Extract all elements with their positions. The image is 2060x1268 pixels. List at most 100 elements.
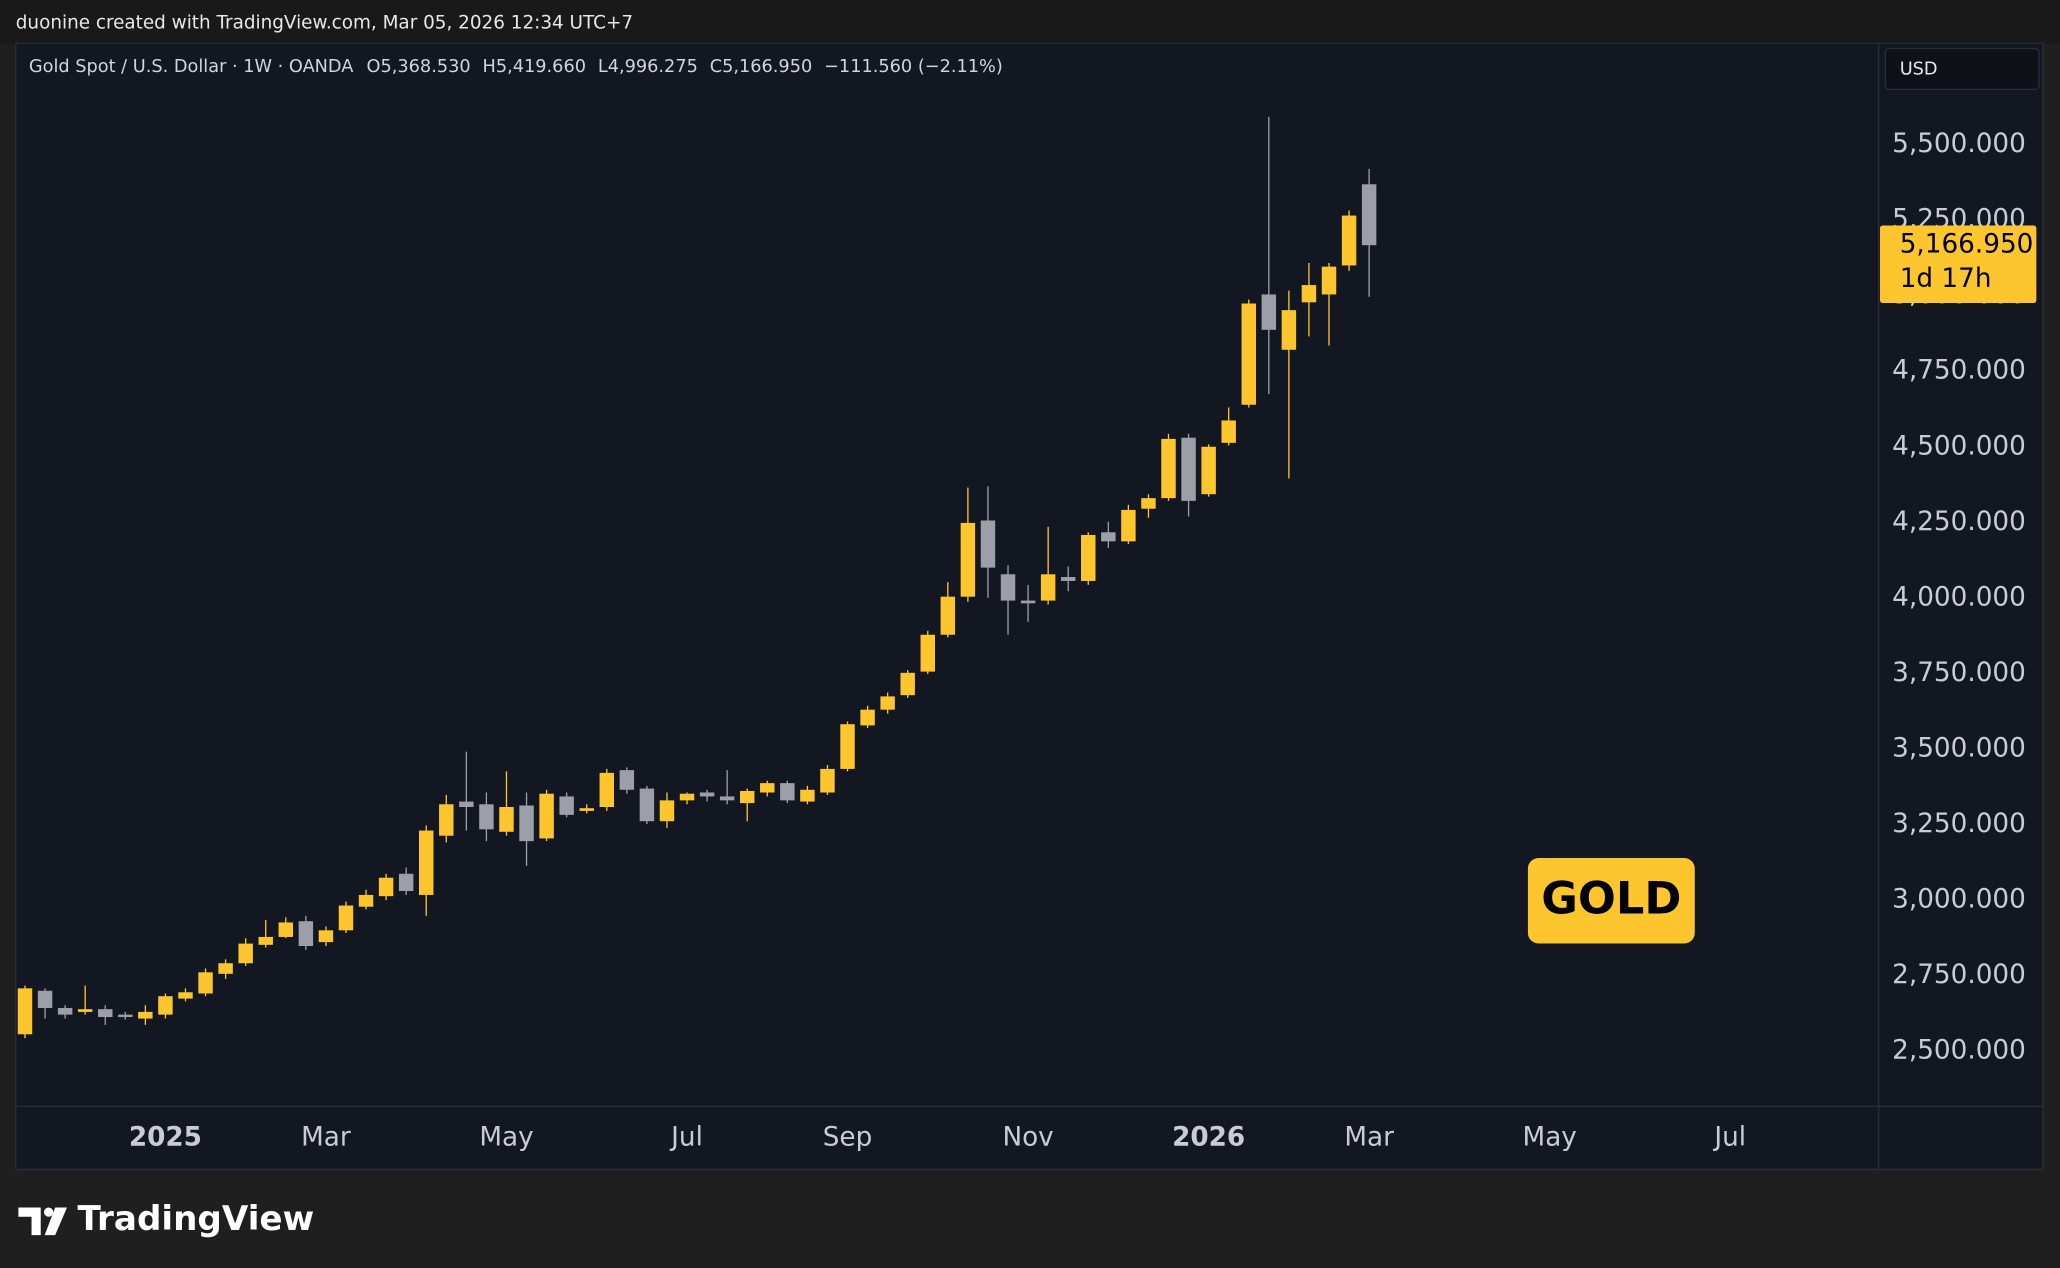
- legend-key: L: [598, 57, 608, 77]
- candle-body: [338, 905, 354, 931]
- symbol: Gold Spot / U.S. Dollar · 1W · OANDA: [29, 57, 354, 77]
- candle-body: [198, 972, 213, 994]
- candle-body: [439, 804, 454, 836]
- x-tick-label: Jul: [669, 1122, 703, 1152]
- y-tick-label: 4,000.000: [1892, 582, 2026, 612]
- candle-body: [539, 793, 554, 839]
- x-tick-label: May: [1523, 1122, 1577, 1152]
- candle-body: [980, 520, 996, 568]
- candle-body: [57, 1007, 73, 1015]
- candle-body: [1261, 294, 1277, 330]
- candle-body: [138, 1011, 153, 1019]
- candle-body: [699, 792, 715, 797]
- x-tick-label: Sep: [823, 1122, 873, 1152]
- brand-name: TradingView: [78, 1199, 315, 1239]
- legend-change: −111.560 (−2.11%): [824, 57, 1003, 77]
- currency-button[interactable]: [1884, 47, 2040, 91]
- candle-body: [499, 807, 514, 832]
- candle-body: [840, 724, 855, 769]
- candle-body: [358, 894, 374, 907]
- candle-body: [780, 783, 795, 801]
- legend-value: 5,166.950: [722, 57, 812, 77]
- header-bar: [0, 0, 2060, 44]
- candle-body: [860, 709, 875, 726]
- brand-logo: TradingView: [18, 1199, 314, 1239]
- y-tick-label: 3,750.000: [1892, 658, 2026, 688]
- candle-body: [920, 634, 935, 672]
- candle-body: [278, 922, 294, 937]
- candle-body: [960, 522, 976, 597]
- candle-body: [1281, 310, 1297, 350]
- candle-body: [298, 921, 314, 947]
- logo-shape: [18, 1207, 41, 1236]
- candle-body: [1020, 600, 1036, 604]
- candle-body: [880, 696, 895, 710]
- candle-body: [940, 596, 956, 635]
- candle-body: [559, 796, 574, 815]
- y-tick-label: 2,750.000: [1892, 960, 2026, 990]
- candle-body: [398, 873, 414, 892]
- candle-body: [17, 988, 33, 1035]
- header-text: duonine created with TradingView.com, Ma…: [16, 13, 633, 34]
- y-tick-label: 4,250.000: [1892, 507, 2026, 537]
- plot: [17, 117, 1377, 1039]
- legend-key: H: [483, 57, 496, 77]
- y-tick-label: 2,500.000: [1892, 1036, 2026, 1066]
- candle-body: [1221, 420, 1236, 443]
- candle-body: [1341, 215, 1357, 266]
- annotation-text: GOLD: [1541, 872, 1681, 924]
- y-tick-label: 3,250.000: [1892, 809, 2026, 839]
- candle-body: [1000, 574, 1016, 601]
- x-tick-label: Jul: [1712, 1122, 1746, 1152]
- x-tick-label: Mar: [1344, 1122, 1394, 1152]
- countdown: 1d 17h: [1900, 264, 1992, 294]
- candle-body: [1301, 285, 1317, 303]
- candle-body: [1121, 509, 1136, 542]
- x-tick-label: Nov: [1002, 1122, 1053, 1152]
- candle-body: [639, 788, 655, 822]
- candle-body: [679, 793, 695, 801]
- candle-body: [318, 930, 334, 943]
- candle-body: [1141, 498, 1156, 509]
- candle-body: [378, 877, 394, 897]
- last-price-box: [1880, 225, 2037, 304]
- candle-body: [760, 783, 775, 793]
- legend-value: 5,368.530: [380, 57, 470, 77]
- candle-body: [1321, 266, 1337, 295]
- candle-body: [1361, 184, 1377, 246]
- last-price-label: 5,166.950: [1900, 230, 2034, 260]
- legend-value: 5,419.660: [496, 57, 586, 77]
- candle-body: [118, 1014, 133, 1018]
- currency[interactable]: USD: [1900, 60, 1938, 80]
- candle-body: [1040, 574, 1056, 601]
- candle-body: [479, 804, 494, 830]
- candle-body: [519, 805, 534, 842]
- candle-body: [1060, 577, 1076, 581]
- x-tick-label: 2026: [1172, 1122, 1245, 1152]
- candle-body: [1081, 535, 1096, 581]
- legend-key: C: [710, 57, 722, 77]
- candle-body: [719, 796, 735, 801]
- chart-frame: [15, 42, 2044, 1171]
- y-tick-label: 4,750.000: [1892, 356, 2026, 386]
- candle-body: [1201, 446, 1216, 495]
- candle-body: [579, 808, 594, 811]
- candle-body: [739, 790, 755, 804]
- candle-body: [158, 996, 173, 1015]
- candle-body: [258, 936, 273, 945]
- y-tick-label: 3,500.000: [1892, 733, 2026, 763]
- candle-body: [599, 772, 615, 808]
- legend-value: 4,996.275: [608, 57, 698, 77]
- x-tick-label: 2025: [129, 1122, 202, 1152]
- y-tick-label: 3,000.000: [1892, 885, 2026, 915]
- candle-body: [900, 672, 915, 696]
- candle-body: [459, 801, 474, 808]
- candle-body: [1101, 532, 1116, 542]
- logo-dot: [44, 1207, 54, 1217]
- candle-body: [238, 943, 253, 964]
- legend: Gold Spot / U.S. Dollar · 1W · OANDA O5,3…: [29, 57, 1003, 77]
- candle-body: [800, 789, 815, 802]
- y-tick-label: 5,500.000: [1892, 129, 2026, 159]
